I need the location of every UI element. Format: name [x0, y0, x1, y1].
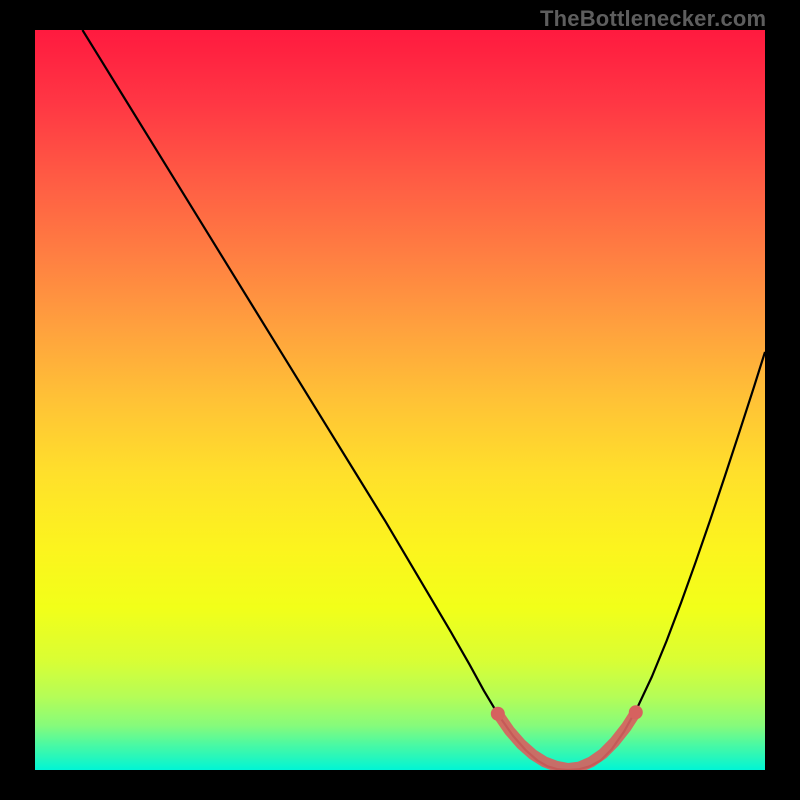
plot-background	[35, 30, 765, 770]
chart-container: TheBottlenecker.com	[0, 0, 800, 800]
attribution-label: TheBottlenecker.com	[540, 6, 766, 32]
range-endpoint-dot	[491, 707, 505, 721]
plot-svg	[35, 30, 765, 770]
range-endpoint-dot	[629, 705, 643, 719]
plot-area	[35, 30, 765, 770]
